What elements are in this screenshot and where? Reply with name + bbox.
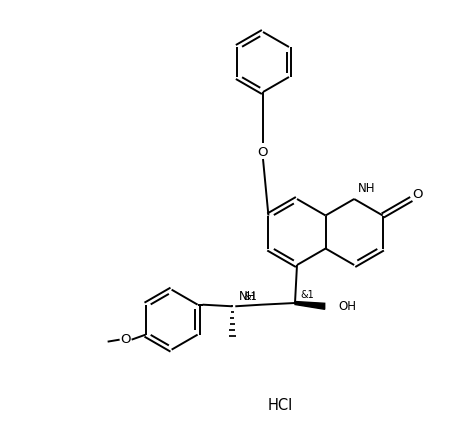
- Text: O: O: [258, 146, 268, 160]
- Text: NH: NH: [239, 290, 257, 303]
- Text: &1: &1: [300, 290, 314, 300]
- Text: O: O: [121, 333, 131, 346]
- Text: &1: &1: [243, 292, 257, 302]
- Text: OH: OH: [339, 300, 357, 313]
- Polygon shape: [295, 302, 325, 309]
- Text: O: O: [412, 188, 423, 202]
- Text: NH: NH: [358, 182, 376, 196]
- Text: HCl: HCl: [267, 398, 293, 413]
